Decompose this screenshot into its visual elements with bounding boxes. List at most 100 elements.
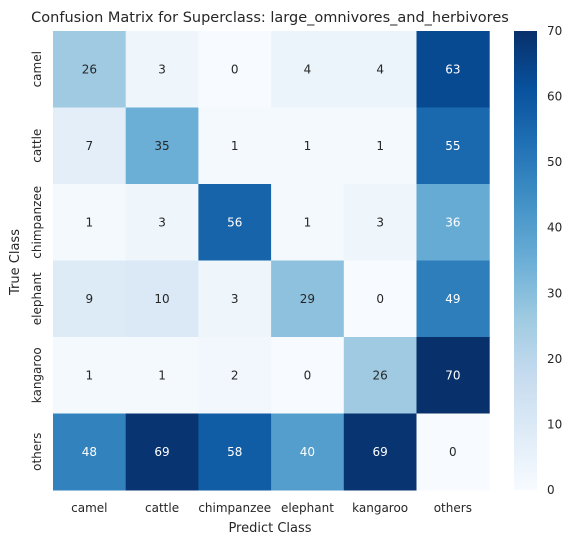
heatmap-cell	[343, 260, 417, 338]
heatmap-cell	[53, 31, 127, 108]
heatmap-cell	[53, 184, 127, 261]
cell-value-label: 1	[86, 368, 94, 382]
heatmap-cell	[271, 184, 345, 261]
cell-value-label: 1	[304, 215, 312, 229]
colorbar-tick-label: 10	[547, 417, 562, 431]
y-tick-label: chimpanzee	[30, 186, 44, 259]
cell-value-label: 56	[227, 215, 242, 229]
cell-value-label: 1	[231, 139, 239, 153]
cell-value-label: 58	[227, 445, 242, 459]
colorbar: 0 10 20 30 40 50 60 70	[514, 24, 562, 497]
heatmap-cell	[416, 337, 490, 414]
cell-value-label: 69	[373, 445, 388, 459]
heatmap-cell	[125, 260, 199, 338]
cell-value-label: 70	[445, 368, 460, 382]
colorbar-tick-label: 30	[547, 286, 562, 300]
cell-value-label: 35	[154, 139, 169, 153]
heatmap-cell	[198, 107, 272, 185]
colorbar-tick-label: 50	[547, 155, 562, 169]
heatmap-cell	[343, 337, 417, 414]
cell-value-label: 0	[376, 292, 384, 306]
heatmap-cell	[198, 413, 272, 491]
cell-value-label: 3	[376, 215, 384, 229]
cell-value-label: 7	[86, 139, 94, 153]
cell-value-label: 69	[154, 445, 169, 459]
heatmap-cell	[53, 107, 127, 185]
cell-value-label: 0	[231, 62, 239, 76]
y-tick-label: elephant	[30, 272, 44, 325]
cell-value-label: 0	[304, 368, 312, 382]
heatmap-cells: 26 3 0 4 4 63 7 35 1 1 1 55 1 3 56 1 3 36 9 10 3 29 0 49 1 1 2 0 26 7…	[53, 31, 490, 491]
heatmap-cell	[416, 107, 490, 185]
x-axis-label: Predict Class	[228, 521, 311, 536]
heatmap-cell	[125, 413, 199, 491]
heatmap-cell	[416, 31, 490, 108]
colorbar-tick-label: 0	[547, 483, 555, 497]
x-tick-labels: camel cattle chimpanzee elephant kangaroo oth…	[71, 501, 472, 515]
y-axis-label: True Class	[8, 229, 23, 296]
cell-value-label: 4	[304, 62, 312, 76]
cell-value-label: 0	[449, 445, 457, 459]
heatmap-cell	[53, 337, 127, 414]
cell-value-label: 1	[304, 139, 312, 153]
cell-value-label: 10	[154, 292, 169, 306]
cell-value-label: 1	[376, 139, 384, 153]
heatmap-cell	[416, 260, 490, 338]
x-tick-label: chimpanzee	[198, 501, 271, 515]
heatmap-cell	[198, 184, 272, 261]
colorbar-tick-label: 60	[547, 90, 562, 104]
cell-value-label: 1	[86, 215, 94, 229]
cell-value-label: 3	[231, 292, 239, 306]
cell-value-label: 55	[445, 139, 460, 153]
x-tick-label: cattle	[145, 501, 179, 515]
heatmap-cell	[271, 413, 345, 491]
heatmap-cell	[343, 107, 417, 185]
heatmap-cell	[53, 413, 127, 491]
heatmap-cell	[198, 31, 272, 108]
x-tick-label: camel	[71, 501, 107, 515]
x-tick-label: elephant	[281, 501, 334, 515]
y-tick-labels: camel cattle chimpanzee elephant kangaroo oth…	[30, 51, 44, 471]
heatmap-cell	[198, 260, 272, 338]
cell-value-label: 2	[231, 368, 239, 382]
cell-value-label: 48	[82, 445, 97, 459]
cell-value-label: 63	[445, 62, 460, 76]
colorbar-tick-label: 40	[547, 221, 562, 235]
y-tick-label: camel	[30, 51, 44, 87]
heatmap-cell	[271, 107, 345, 185]
cell-value-label: 49	[445, 292, 460, 306]
x-tick-label: kangaroo	[352, 501, 408, 515]
heatmap-cell	[125, 107, 199, 185]
cell-value-label: 29	[300, 292, 315, 306]
cell-value-label: 3	[158, 62, 166, 76]
heatmap-cell	[125, 31, 199, 108]
x-tick-label: others	[434, 501, 472, 515]
heatmap-cell	[271, 337, 345, 414]
chart-title: Confusion Matrix for Superclass: large_o…	[31, 10, 509, 26]
heatmap-cell	[125, 184, 199, 261]
heatmap-cell	[198, 337, 272, 414]
heatmap-cell	[125, 337, 199, 414]
cell-value-label: 26	[373, 368, 388, 382]
heatmap-cell	[416, 184, 490, 261]
heatmap-cell	[343, 31, 417, 108]
y-tick-label: cattle	[30, 129, 44, 163]
cell-value-label: 1	[158, 368, 166, 382]
colorbar-gradient	[514, 31, 537, 490]
cell-value-label: 26	[82, 62, 97, 76]
heatmap-cell	[343, 413, 417, 491]
y-tick-label: others	[30, 433, 44, 471]
cell-value-label: 40	[300, 445, 315, 459]
cell-value-label: 9	[86, 292, 94, 306]
cell-value-label: 3	[158, 215, 166, 229]
y-tick-label: kangaroo	[30, 347, 44, 403]
heatmap-cell	[53, 260, 127, 338]
colorbar-tick-label: 70	[547, 24, 562, 38]
heatmap-cell	[271, 260, 345, 338]
cell-value-label: 4	[376, 62, 384, 76]
heatmap-cell	[271, 31, 345, 108]
heatmap-cell	[416, 413, 490, 491]
colorbar-tick-label: 20	[547, 352, 562, 366]
cell-value-label: 36	[445, 215, 460, 229]
